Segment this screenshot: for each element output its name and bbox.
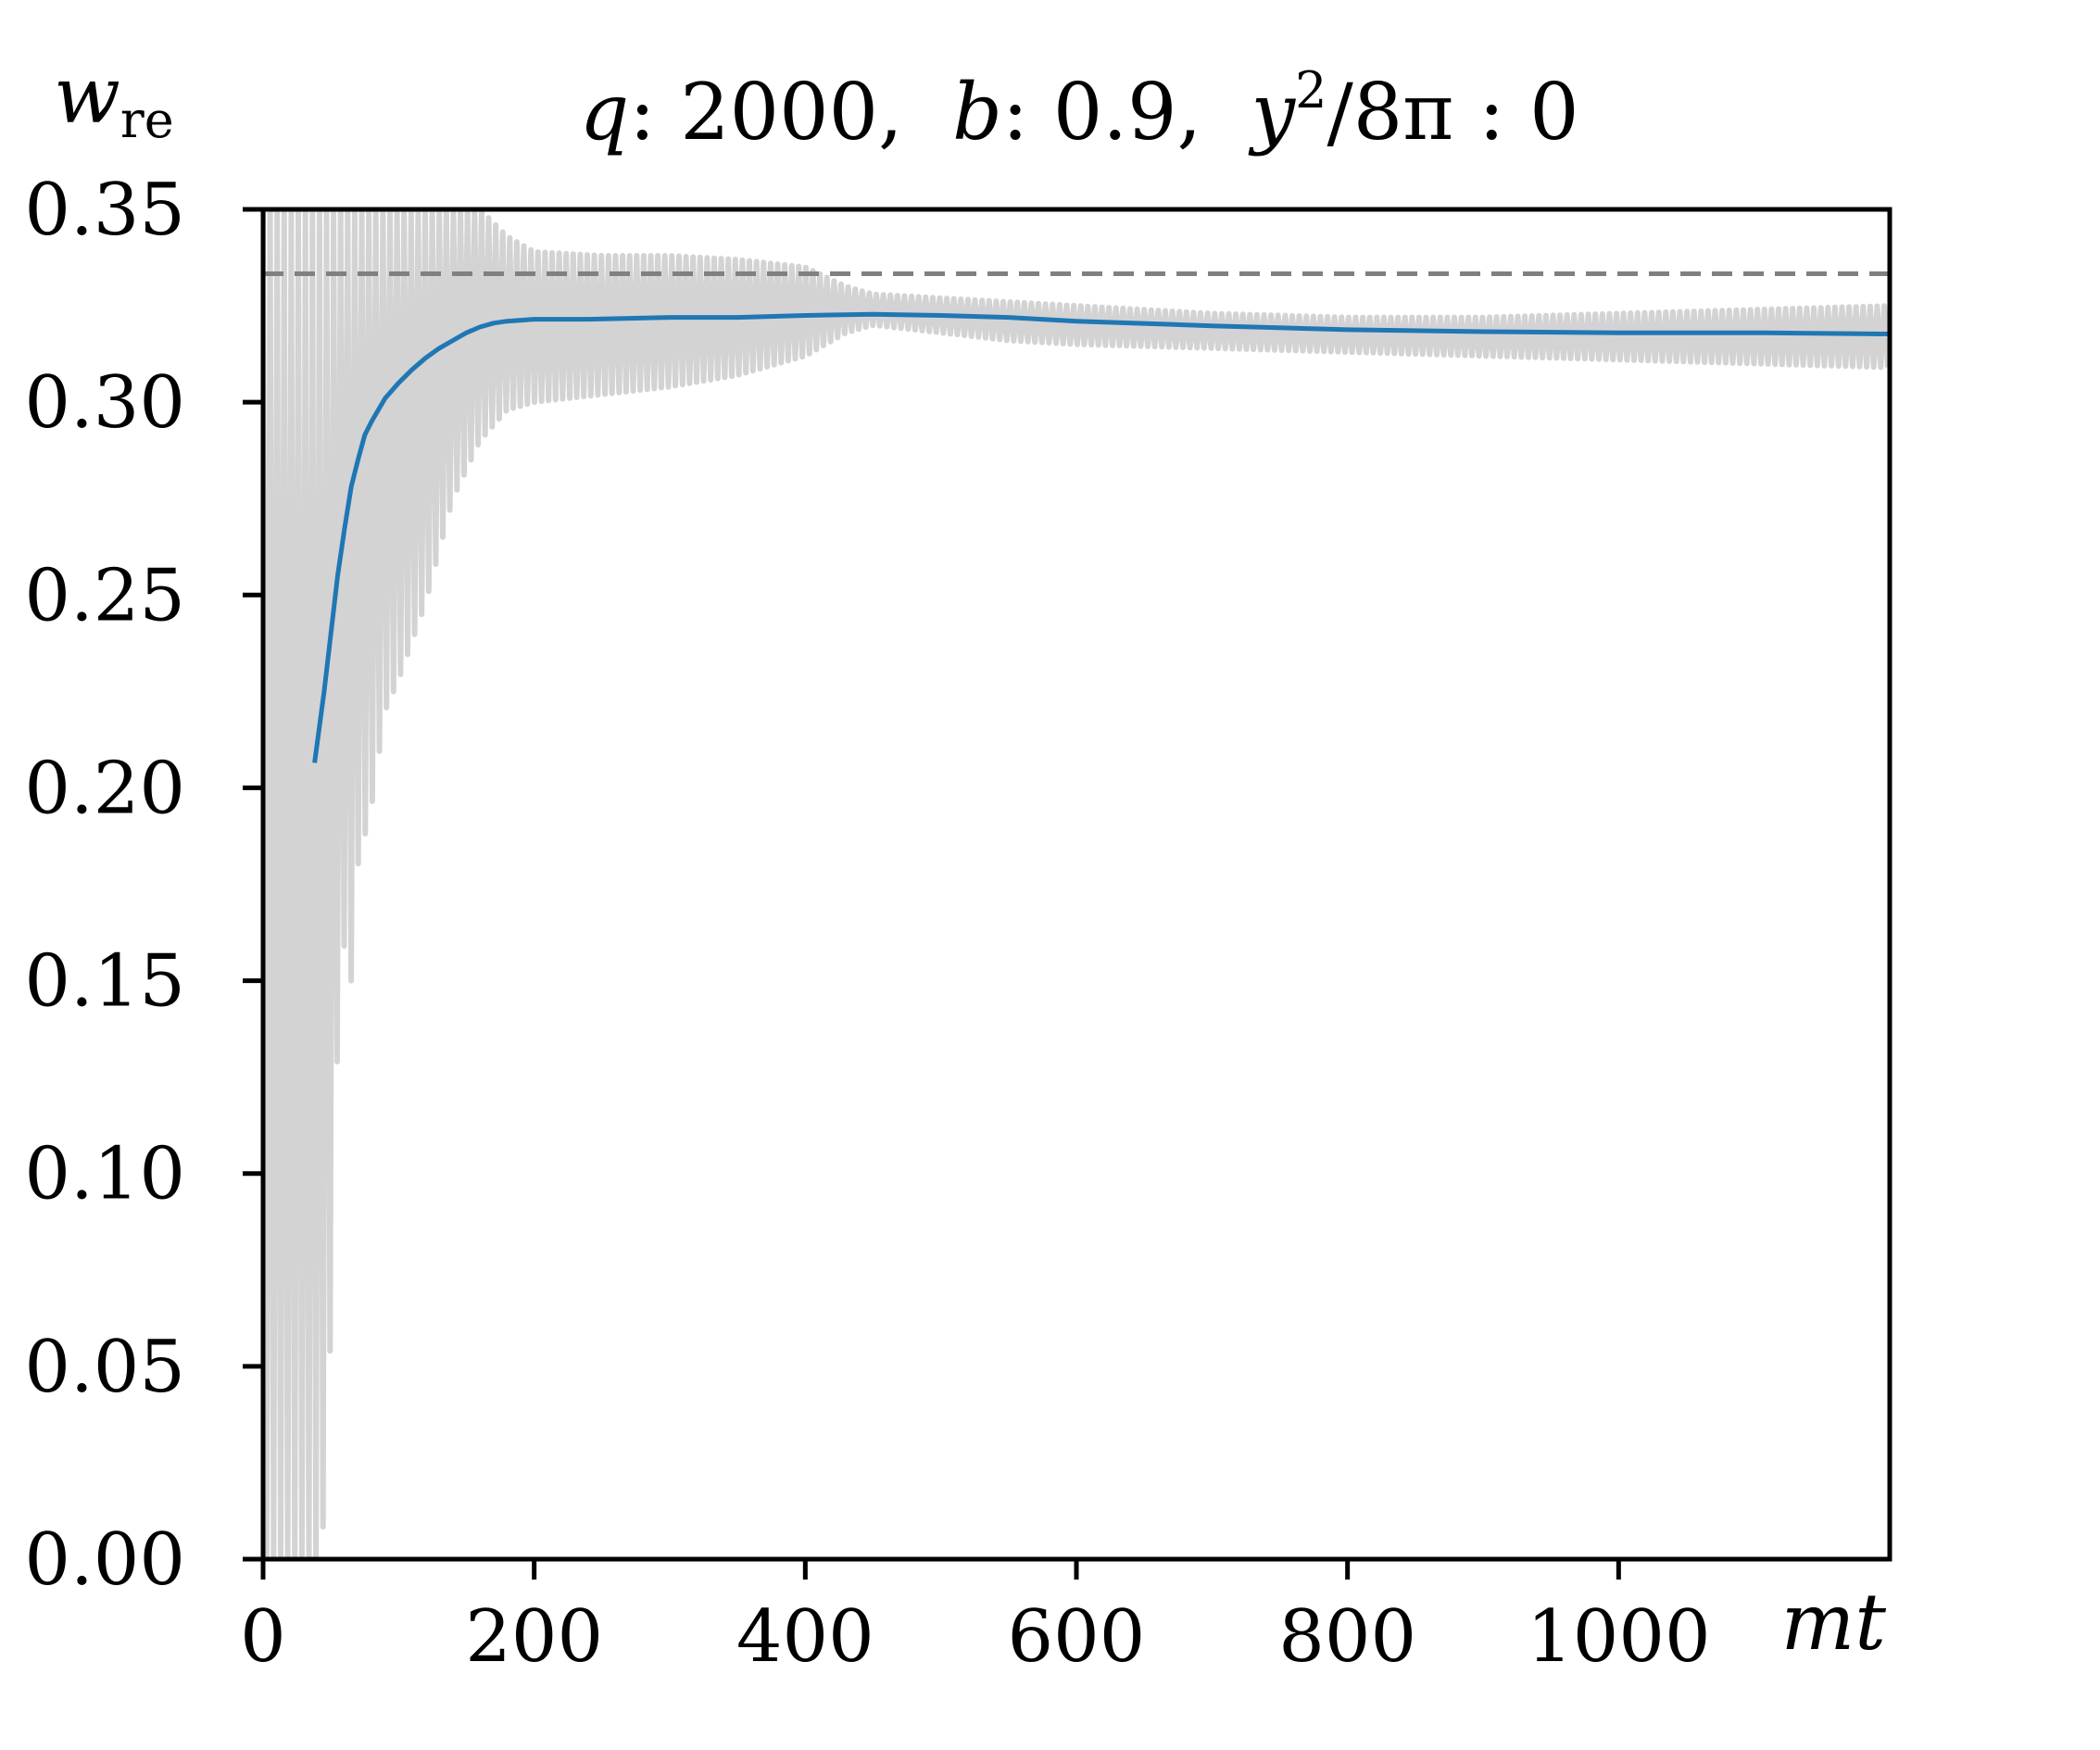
- x-tick-label: 200: [465, 1595, 603, 1679]
- y-tick-label: 0.10: [24, 1133, 185, 1216]
- x-tick-label: 800: [1278, 1595, 1416, 1679]
- title-part-q: q: [579, 67, 629, 157]
- x-axis-label: mt: [1781, 1577, 1887, 1668]
- series-average-line: [312, 311, 1890, 763]
- title-part-exponent: 2: [1295, 61, 1327, 120]
- y-tick-label: 0.35: [24, 169, 185, 252]
- x-tick-label: 0: [240, 1595, 286, 1679]
- y-tick-label: 0.30: [24, 361, 185, 445]
- y-tick-label: 0.25: [24, 554, 185, 637]
- y-tick-label: 0.05: [24, 1326, 185, 1409]
- y-axis-label: wre: [54, 50, 174, 149]
- x-tick-label: 1000: [1527, 1595, 1711, 1679]
- x-tick-label: 400: [736, 1595, 874, 1679]
- plot-area: [263, 209, 1890, 1559]
- x-tick-label: 600: [1008, 1595, 1146, 1679]
- axis-ticks: 0 200 400 600 800 1000 0.00 0.05 0.10 0.15 0.20 0.2…: [24, 169, 1710, 1679]
- y-axis-label-main: w: [54, 50, 120, 141]
- title-part-y: y: [1248, 67, 1297, 157]
- chart-title: q: 2000, b: 0.9, y2/8π : 0: [579, 61, 1578, 157]
- title-part-rest: /8π : 0: [1327, 67, 1578, 157]
- title-part-b: b: [952, 67, 1002, 157]
- title-part-b-value: : 0.9,: [1002, 67, 1251, 157]
- y-tick-label: 0.20: [24, 747, 185, 830]
- y-axis-label-sub: re: [120, 91, 174, 149]
- plot-frame: [260, 207, 1893, 1562]
- title-part-q-value: : 2000,: [629, 67, 952, 157]
- y-tick-label: 0.15: [24, 940, 185, 1024]
- series-raw-line: [263, 209, 1890, 1559]
- y-tick-label: 0.00: [24, 1518, 185, 1602]
